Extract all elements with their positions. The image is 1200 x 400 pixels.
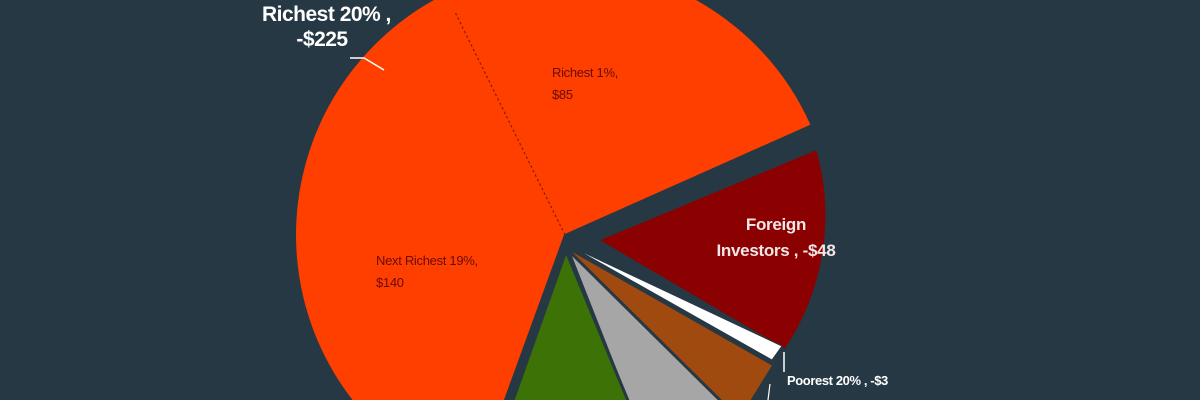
label-foreign-investors: Foreign Investors , -$48: [706, 212, 846, 264]
slice-poorest-20[interactable]: [571, 246, 783, 361]
slice-green[interactable]: [506, 246, 636, 400]
label-richest-20: Richest 20% , -$225: [262, 2, 391, 52]
label-next-richest-19-name: Next Richest 19%,: [376, 253, 478, 268]
label-richest-1-name: Richest 1%,: [552, 65, 619, 80]
divider-line-richest-1: [454, 11, 566, 236]
label-next-richest-19-value: $140: [376, 275, 404, 290]
slice-richest-20[interactable]: [294, 0, 814, 400]
label-next-richest-19: Next Richest 19%, $140: [376, 250, 478, 294]
label-richest-20-name: Richest 20% ,: [262, 3, 391, 26]
label-poorest-20: Poorest 20% , -$3: [787, 373, 888, 389]
label-poorest-20-text: Poorest 20% , -$3: [787, 373, 888, 388]
label-richest-20-value: -$225: [296, 28, 348, 51]
label-richest-1-value: $85: [552, 87, 573, 102]
leader-line-poorest-20-lower: [767, 383, 771, 400]
label-richest-1: Richest 1%, $85: [552, 62, 618, 106]
label-foreign-investors-line2: Investors , -$48: [716, 241, 836, 260]
leader-line-richest-20: [350, 57, 385, 71]
label-foreign-investors-line1: Foreign: [745, 215, 807, 234]
slice-foreign-investors[interactable]: [595, 147, 828, 352]
